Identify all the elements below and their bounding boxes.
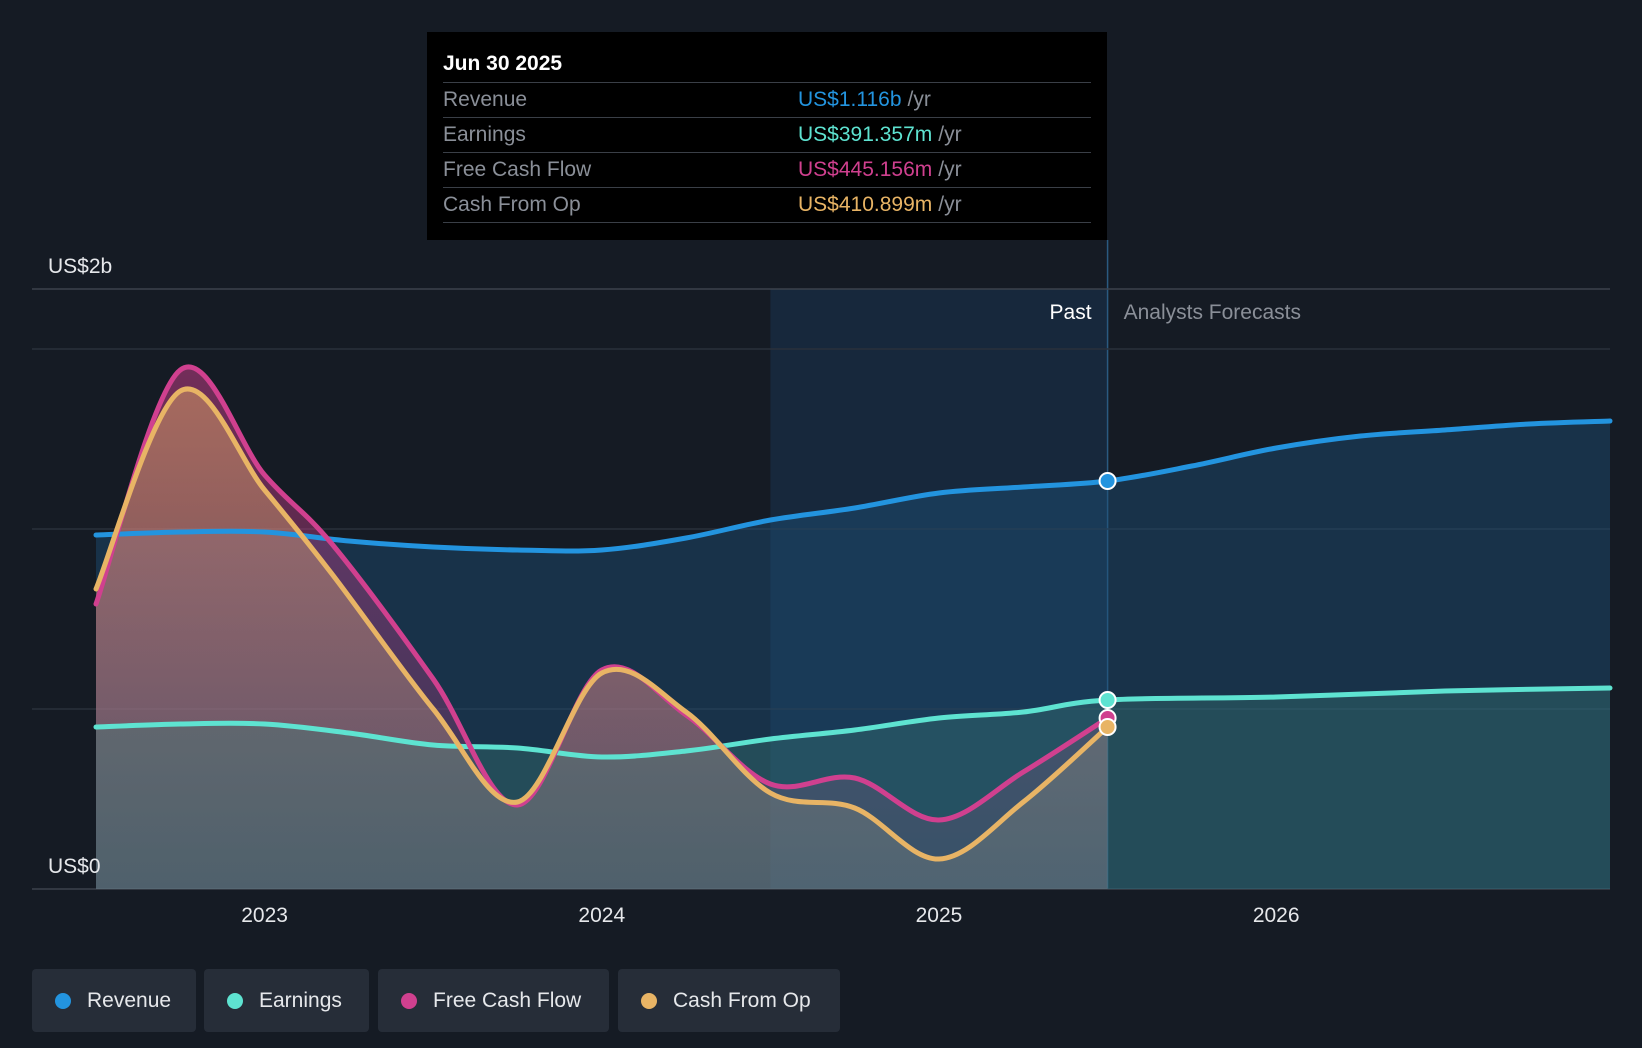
cfo-point <box>1098 718 1117 736</box>
tooltip-unit: /yr <box>938 123 962 146</box>
tooltip-row-revenue: Revenue US$1.116b /yr <box>443 82 1091 117</box>
x-tick-label: 2026 <box>1253 904 1300 927</box>
legend-cash-from-op[interactable]: Cash From Op <box>618 969 840 1032</box>
legend-free-cash-flow[interactable]: Free Cash Flow <box>378 969 609 1032</box>
earnings-dot-icon <box>227 992 243 1009</box>
revenue-dot-icon <box>55 992 71 1009</box>
revenue-line <box>93 418 1613 554</box>
earnings-area <box>96 688 1610 889</box>
tooltip-value: US$410.899m <box>798 193 933 216</box>
legend-label: Earnings <box>259 988 342 1012</box>
tooltip-label: Cash From Op <box>443 193 581 216</box>
y-tick-label: US$2b <box>48 255 112 278</box>
tooltip-row-earnings: Earnings US$391.357m /yr <box>443 117 1091 152</box>
cash-from-op-dot-icon <box>641 992 657 1009</box>
tooltip-label: Free Cash Flow <box>443 158 592 181</box>
legend-label: Revenue <box>87 988 172 1012</box>
revenue-point <box>1098 472 1117 490</box>
tooltip-unit: /yr <box>907 88 931 111</box>
legend-label: Cash From Op <box>673 988 811 1012</box>
earnings-line <box>93 685 1613 760</box>
earnings-point <box>1098 691 1117 709</box>
tooltip-value: US$391.357m <box>798 123 933 146</box>
x-tick-label: 2024 <box>578 904 625 927</box>
tooltip-unit: /yr <box>938 158 962 181</box>
free-cash-flow-dot-icon <box>401 992 417 1009</box>
forecast-label: Analysts Forecasts <box>1124 301 1301 324</box>
legend-label: Free Cash Flow <box>433 988 582 1012</box>
y-tick-label: US$0 <box>48 855 101 878</box>
cfo-area <box>96 388 1108 889</box>
x-tick-label: 2025 <box>916 904 963 927</box>
tooltip: Jun 30 2025 Revenue US$1.116b /yr Earnin… <box>427 32 1107 240</box>
tooltip-date: Jun 30 2025 <box>443 52 563 75</box>
legend-revenue[interactable]: Revenue <box>32 969 196 1032</box>
x-tick-label: 2023 <box>241 904 288 927</box>
tooltip-row-free-cash-flow: Free Cash Flow US$445.156m /yr <box>443 152 1091 187</box>
legend-earnings[interactable]: Earnings <box>204 969 369 1032</box>
tooltip-value: US$1.116b <box>798 88 902 111</box>
tooltip-row-cash-from-op: Cash From Op US$410.899m /yr <box>443 187 1091 223</box>
tooltip-label: Earnings <box>443 123 526 146</box>
tooltip-unit: /yr <box>938 193 962 216</box>
tooltip-label: Revenue <box>443 88 528 111</box>
tooltip-value: US$445.156m <box>798 158 933 181</box>
past-label: Past <box>1050 301 1092 324</box>
cfo-line <box>93 386 1111 862</box>
